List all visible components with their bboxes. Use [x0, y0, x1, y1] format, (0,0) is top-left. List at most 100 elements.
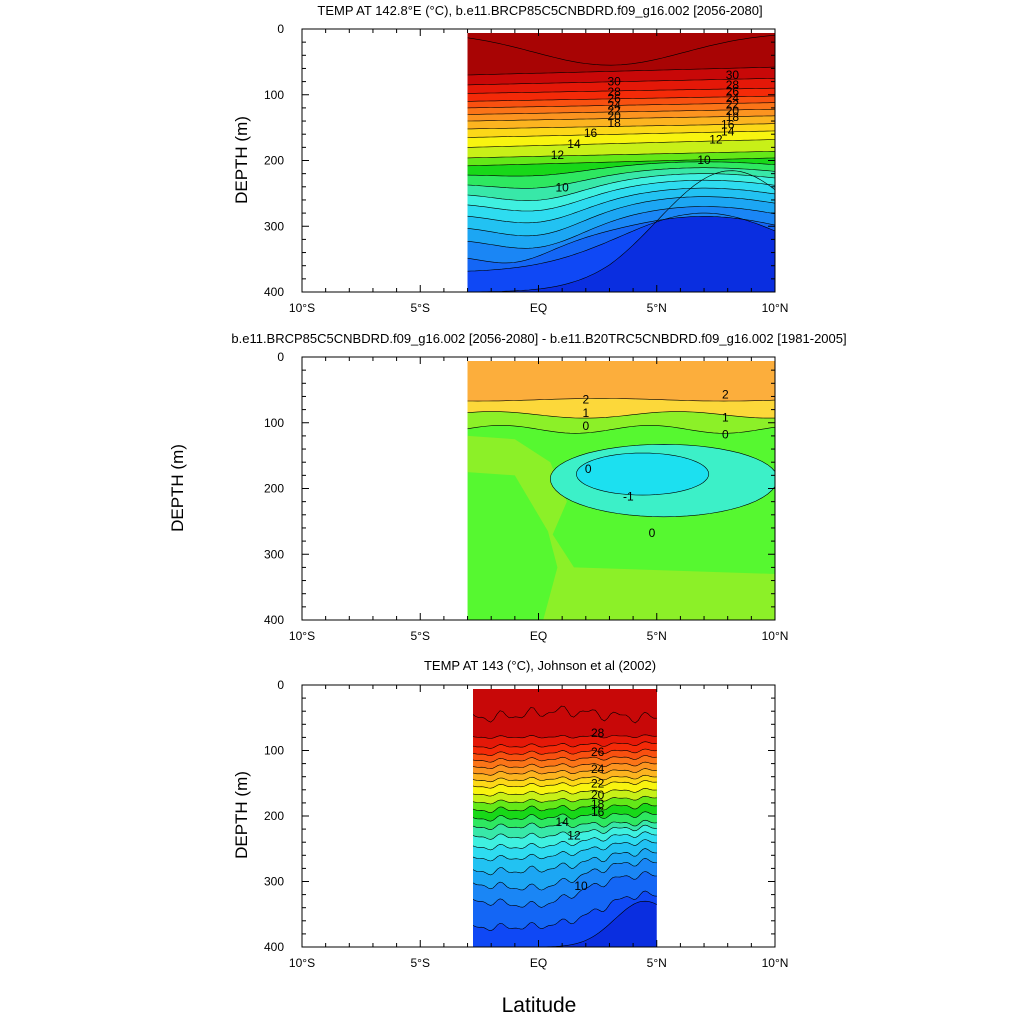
x-tick-label: 5°N — [647, 301, 667, 315]
y-tick-label: 200 — [264, 809, 284, 823]
contour-label: 16 — [591, 805, 605, 819]
isotherm-line — [467, 151, 775, 159]
y-tick-label: 300 — [264, 219, 284, 233]
isotherm-line — [467, 95, 775, 102]
x-tick-label: 10°N — [762, 956, 789, 970]
isotherm-line — [473, 802, 657, 814]
x-tick-label: 5°S — [411, 629, 430, 643]
x-tick-label: 10°S — [289, 629, 315, 643]
diff-contour-line — [549, 443, 775, 518]
contour-label: 22 — [726, 98, 740, 112]
panel-2: b.e11.BRCP85C5CNBDRD.f09_g16.002 [2056-2… — [168, 331, 847, 643]
isotherm-line — [467, 187, 775, 224]
contour-label: 14 — [721, 125, 735, 139]
y-tick-label: 0 — [277, 22, 284, 36]
isotherm-line — [473, 768, 657, 776]
x-tick-label: EQ — [530, 956, 547, 970]
y-tick-label: 300 — [264, 547, 284, 561]
isotherm-line — [467, 212, 775, 272]
contour-label: 18 — [726, 110, 740, 124]
panel-1-contour-labels: 3028262422201816141210302826242220181614… — [551, 68, 740, 194]
panel-2-ylabel: DEPTH (m) — [168, 444, 187, 532]
isotherm-line — [467, 115, 775, 122]
isotherm-line — [467, 157, 775, 167]
panel-1-ylabel: DEPTH (m) — [232, 116, 251, 204]
panel-1-axes: 10°S 5°S EQ 5°N 10°N 0 100 200 300 400 — [264, 22, 788, 315]
isotherm-line — [467, 173, 775, 201]
y-tick-label: 200 — [264, 482, 284, 496]
diff-band — [576, 453, 709, 496]
contour-label: 20 — [608, 109, 622, 123]
contour-label: 10 — [555, 180, 569, 194]
contour-label: 12 — [709, 132, 723, 146]
y-tick-label: 300 — [264, 875, 284, 889]
contour-label: 22 — [591, 776, 605, 790]
x-tick-label: 5°N — [647, 956, 667, 970]
contour-label: 14 — [567, 137, 581, 151]
isotherm-line — [473, 705, 657, 724]
isotherm-line — [467, 170, 775, 292]
isotherm-line — [473, 741, 657, 749]
x-tick-label: 10°S — [289, 956, 315, 970]
contour-label: 20 — [591, 788, 605, 802]
x-tick-label: 10°N — [762, 301, 789, 315]
panel-1: TEMP AT 142.8°E (°C), b.e11.BRCP85C5CNBD… — [232, 3, 788, 315]
x-axis-label: Latitude — [502, 994, 577, 1017]
isotherm-line — [473, 871, 657, 908]
y-tick-label: 0 — [277, 350, 284, 364]
x-tick-label: 10°N — [762, 629, 789, 643]
isotherm-line — [467, 179, 775, 212]
diff-contour-line — [575, 452, 710, 496]
isotherm-line — [473, 839, 657, 862]
diff-contour-line — [467, 411, 775, 419]
contour-label: 22 — [608, 104, 622, 118]
isotherm-line — [467, 108, 775, 115]
contour-label: 24 — [726, 91, 740, 105]
contour-label: 26 — [726, 84, 740, 98]
isotherm-line — [473, 795, 657, 805]
isotherm-line — [467, 66, 775, 76]
contour-label: 24 — [608, 98, 622, 112]
panel-3: TEMP AT 143 (°C), Johnson et al (2002) 1… — [232, 658, 788, 970]
isotherm-line — [473, 811, 657, 822]
x-tick-label: 5°S — [411, 956, 430, 970]
isotherm-line — [473, 819, 657, 831]
isotherm-line — [467, 139, 775, 148]
contour-label: 1 — [722, 410, 729, 424]
isotherm-line — [467, 216, 775, 264]
panel-1-field — [467, 33, 775, 292]
x-tick-label: 5°N — [647, 629, 667, 643]
contour-label: 18 — [608, 116, 622, 130]
panel-3-ylabel: DEPTH (m) — [232, 771, 251, 859]
contour-label: 26 — [591, 745, 605, 759]
isotherm-line — [473, 890, 657, 932]
contour-label: 0 — [582, 419, 589, 433]
contour-label: 18 — [591, 797, 605, 811]
contour-label: 0 — [649, 526, 656, 540]
contour-label: 10 — [697, 153, 711, 167]
y-tick-label: 200 — [264, 154, 284, 168]
contour-label: 0 — [722, 428, 729, 442]
diff-band — [467, 435, 775, 620]
contour-label: 30 — [726, 68, 740, 82]
isotherm-line — [467, 123, 775, 130]
y-tick-label: 400 — [264, 613, 284, 627]
isotherm-band — [473, 689, 657, 723]
isotherm-line — [467, 78, 775, 86]
contour-label: 26 — [608, 92, 622, 106]
isotherm-line — [467, 130, 775, 138]
isotherm-line — [473, 824, 657, 840]
isotherm-line — [473, 755, 657, 763]
isotherm-line — [473, 787, 657, 797]
isotherm-line — [473, 900, 657, 947]
contour-label: 12 — [551, 148, 565, 162]
contour-label: 2 — [722, 387, 729, 401]
isotherm-line — [473, 748, 657, 756]
isotherm-line — [467, 206, 775, 249]
panel-1-title: TEMP AT 142.8°E (°C), b.e11.BRCP85C5CNBD… — [317, 3, 762, 18]
x-tick-label: 5°S — [411, 301, 430, 315]
isotherm-line — [467, 196, 775, 237]
